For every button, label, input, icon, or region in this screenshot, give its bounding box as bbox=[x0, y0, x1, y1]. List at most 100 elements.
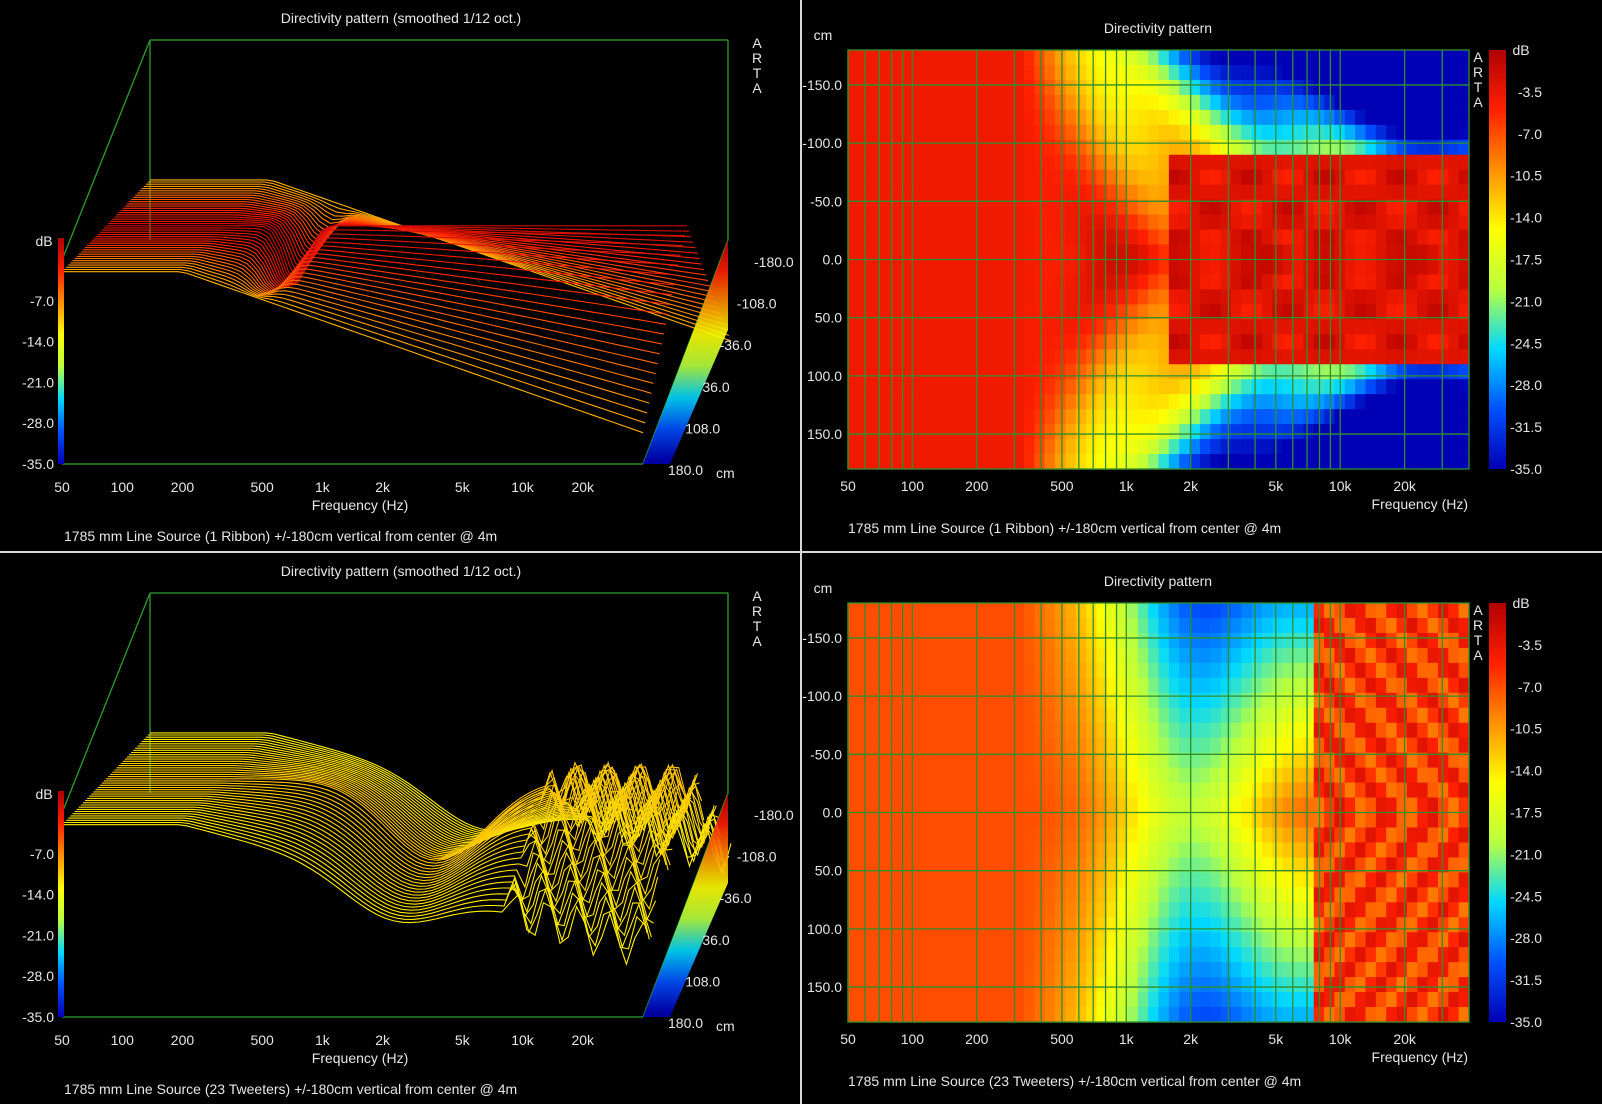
heatmap-cell bbox=[1406, 184, 1418, 201]
heatmap-cell bbox=[1065, 812, 1077, 829]
heatmap-cell bbox=[1375, 737, 1387, 754]
heatmap-cell bbox=[992, 767, 1004, 784]
heatmap-cell bbox=[1096, 722, 1108, 739]
heatmap-cell bbox=[1086, 64, 1097, 81]
heatmap-cell bbox=[879, 932, 890, 948]
heatmap-cell bbox=[1055, 992, 1066, 1008]
heatmap-cell bbox=[1251, 603, 1263, 619]
heatmap-cell bbox=[1344, 259, 1356, 276]
heatmap-cell bbox=[1375, 947, 1387, 963]
heatmap-cell bbox=[1086, 992, 1097, 1008]
heatmap-cell bbox=[992, 64, 1004, 81]
heatmap-cell bbox=[1096, 662, 1108, 679]
heatmap-cell bbox=[961, 109, 973, 126]
heatmap-cell bbox=[1458, 797, 1470, 814]
heatmap-cell bbox=[899, 647, 911, 664]
heatmap-cell bbox=[972, 977, 984, 993]
heatmap-cell bbox=[1127, 184, 1139, 201]
heatmap-cell bbox=[1117, 692, 1129, 709]
heatmap-cell bbox=[1199, 454, 1211, 470]
heatmap-cell bbox=[961, 349, 973, 365]
heatmap-cell bbox=[1137, 872, 1149, 888]
heatmap-cell bbox=[1251, 64, 1263, 81]
heatmap-cell bbox=[1282, 409, 1294, 425]
heatmap-cell bbox=[889, 662, 901, 679]
heatmap-cell bbox=[961, 737, 973, 754]
heatmap-cell bbox=[1458, 94, 1470, 111]
heatmap-cell bbox=[1458, 50, 1470, 66]
heatmap-cell bbox=[899, 917, 911, 933]
heatmap-cell bbox=[1303, 379, 1315, 395]
heatmap-cell bbox=[1396, 737, 1408, 754]
x-tick-label: 5k bbox=[1268, 478, 1284, 494]
heatmap-cell bbox=[1055, 124, 1066, 141]
heatmap-cell bbox=[1179, 902, 1191, 918]
heatmap-cell bbox=[920, 289, 932, 305]
heatmap-cell bbox=[1117, 409, 1129, 425]
heatmap-cell bbox=[1210, 379, 1222, 395]
heatmap-cell bbox=[1179, 707, 1191, 724]
heatmap-cell bbox=[1117, 79, 1129, 96]
heatmap-cell bbox=[1396, 154, 1408, 171]
heatmap-cell bbox=[1417, 154, 1429, 171]
heatmap-cell bbox=[1086, 842, 1097, 858]
heatmap-cell bbox=[1044, 154, 1056, 171]
heatmap-cell bbox=[961, 79, 973, 96]
heatmap-cell bbox=[1096, 244, 1108, 261]
heatmap-cell bbox=[972, 782, 984, 799]
heatmap-cell bbox=[1448, 842, 1460, 858]
heatmap-cell bbox=[868, 169, 880, 186]
heatmap-cell bbox=[972, 139, 984, 156]
x-axis-label: Frequency (Hz) bbox=[1372, 1049, 1468, 1065]
heatmap-cell bbox=[1406, 50, 1418, 66]
heatmap-cell bbox=[1117, 289, 1129, 305]
heatmap-cell bbox=[1355, 214, 1367, 231]
x-tick-label: 2k bbox=[1183, 1031, 1199, 1047]
heatmap-cell bbox=[1096, 214, 1108, 231]
heatmap-cell bbox=[879, 887, 890, 903]
heatmap-cell bbox=[1220, 782, 1232, 799]
heatmap-cell bbox=[930, 722, 942, 739]
heatmap-cell bbox=[951, 199, 963, 216]
heatmap-cell bbox=[1386, 992, 1398, 1008]
heatmap-cell bbox=[1303, 79, 1315, 96]
heatmap-cell bbox=[1282, 50, 1294, 66]
y-tick-label: -100.0 bbox=[802, 688, 842, 704]
heatmap-cell bbox=[951, 737, 963, 754]
heatmap-cell bbox=[1189, 289, 1201, 305]
heatmap-cell bbox=[1210, 199, 1222, 216]
heatmap-cell bbox=[1251, 947, 1263, 963]
heatmap-cell bbox=[1127, 439, 1139, 455]
heatmap-cell bbox=[1168, 349, 1180, 365]
heatmap-cell bbox=[848, 334, 859, 350]
heatmap-cell bbox=[1365, 394, 1377, 410]
heatmap-cell bbox=[889, 214, 901, 231]
heatmap-cell bbox=[889, 797, 901, 814]
heatmap-cell bbox=[1065, 64, 1077, 81]
heatmap-cell bbox=[982, 647, 994, 664]
heatmap-cell bbox=[1282, 782, 1294, 799]
heatmap-cell bbox=[982, 454, 994, 470]
heatmap-cell bbox=[992, 439, 1004, 455]
heatmap-cell bbox=[1396, 169, 1408, 186]
heatmap-cell bbox=[1055, 319, 1066, 335]
heatmap-cell bbox=[1303, 259, 1315, 276]
heatmap-cell bbox=[1179, 947, 1191, 963]
heatmap-cell bbox=[1396, 932, 1408, 948]
heatmap-cell bbox=[1448, 79, 1460, 96]
heatmap-cell bbox=[920, 229, 932, 246]
heatmap-cell bbox=[951, 244, 963, 261]
heatmap-cell bbox=[1220, 349, 1232, 365]
heatmap-cell bbox=[1375, 752, 1387, 769]
heatmap-cell bbox=[1396, 124, 1408, 141]
heatmap-cell bbox=[868, 737, 880, 754]
heatmap-cell bbox=[1220, 827, 1232, 844]
heatmap-cell bbox=[982, 797, 994, 814]
heatmap-cell bbox=[1437, 857, 1449, 873]
heatmap-cell bbox=[1303, 229, 1315, 246]
heatmap-cell bbox=[1344, 424, 1356, 440]
heatmap-cell bbox=[1220, 454, 1232, 470]
heatmap-cell bbox=[1189, 872, 1201, 888]
heatmap-cell bbox=[1396, 722, 1408, 739]
heatmap-cell bbox=[1241, 169, 1253, 186]
